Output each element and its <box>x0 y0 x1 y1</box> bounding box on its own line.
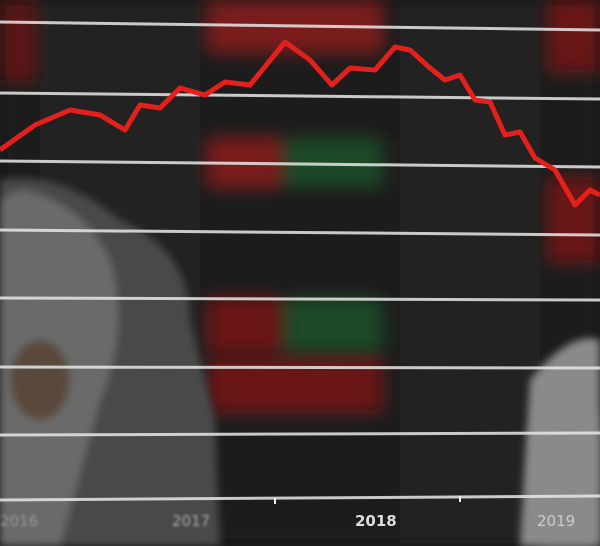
grid-line <box>0 159 600 169</box>
grid-line <box>0 365 600 370</box>
grid-line <box>0 494 600 502</box>
year-label-2017: 2017 <box>172 512 211 530</box>
grid-line <box>0 228 600 237</box>
year-label-2016: 2016 <box>0 512 39 530</box>
grid-line <box>0 296 600 302</box>
year-label-2019: 2019 <box>537 512 576 530</box>
grid-lines <box>0 20 600 502</box>
declining-trend-line <box>0 39 600 208</box>
grid-line <box>0 91 600 101</box>
year-label-2018: 2018 <box>355 512 397 530</box>
grid-line <box>0 431 600 437</box>
grid-line <box>0 20 600 32</box>
